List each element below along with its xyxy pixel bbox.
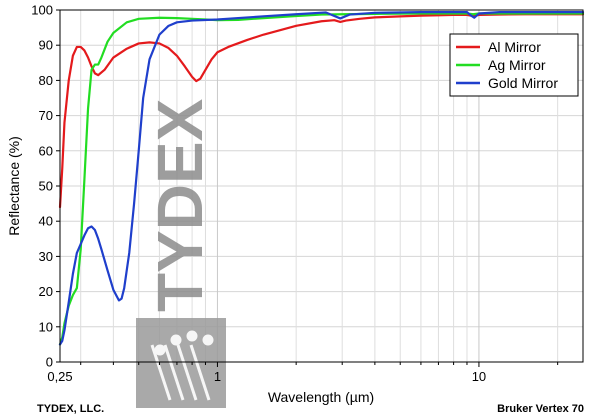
legend-label: Gold Mirror <box>488 75 558 91</box>
watermark-text: TYDEX <box>144 98 216 312</box>
y-tick-label: 50 <box>39 179 53 194</box>
series-line-ag-mirror <box>58 12 585 346</box>
y-axis-label: Reflectance (%) <box>6 136 22 236</box>
x-tick-label: 10 <box>472 369 486 384</box>
legend-label: Al Mirror <box>488 39 541 55</box>
ticks: 0 10 20 30 40 50 60 70 80 90 100 0,25 1 10 <box>31 3 559 384</box>
y-tick-label: 70 <box>39 108 53 123</box>
y-tick-label: 10 <box>39 319 53 334</box>
y-tick-label: 40 <box>39 214 53 229</box>
series-line-gold-mirror <box>58 11 585 346</box>
y-tick-label: 80 <box>39 73 53 88</box>
x-axis-label: Wavelength (µm) <box>268 389 374 405</box>
y-tick-label: 100 <box>31 3 53 18</box>
watermark-logo-icon <box>150 330 214 401</box>
watermark: TYDEX <box>136 98 226 408</box>
legend-label: Ag Mirror <box>488 57 546 73</box>
series-line-al-mirror <box>58 13 585 209</box>
y-tick-label: 60 <box>39 143 53 158</box>
y-tick-label: 20 <box>39 284 53 299</box>
y-tick-label: 0 <box>46 355 53 370</box>
y-tick-label: 30 <box>39 249 53 264</box>
legend: Al Mirror Ag Mirror Gold Mirror <box>449 33 579 97</box>
series-lines <box>58 11 585 346</box>
y-tick-label: 90 <box>39 38 53 53</box>
footer-instrument: Bruker Vertex 70 <box>497 403 584 415</box>
x-tick-label: 0,25 <box>47 369 72 384</box>
footer-company: TYDEX, LLC. <box>37 403 104 415</box>
x-tick-label: 1 <box>214 369 221 384</box>
